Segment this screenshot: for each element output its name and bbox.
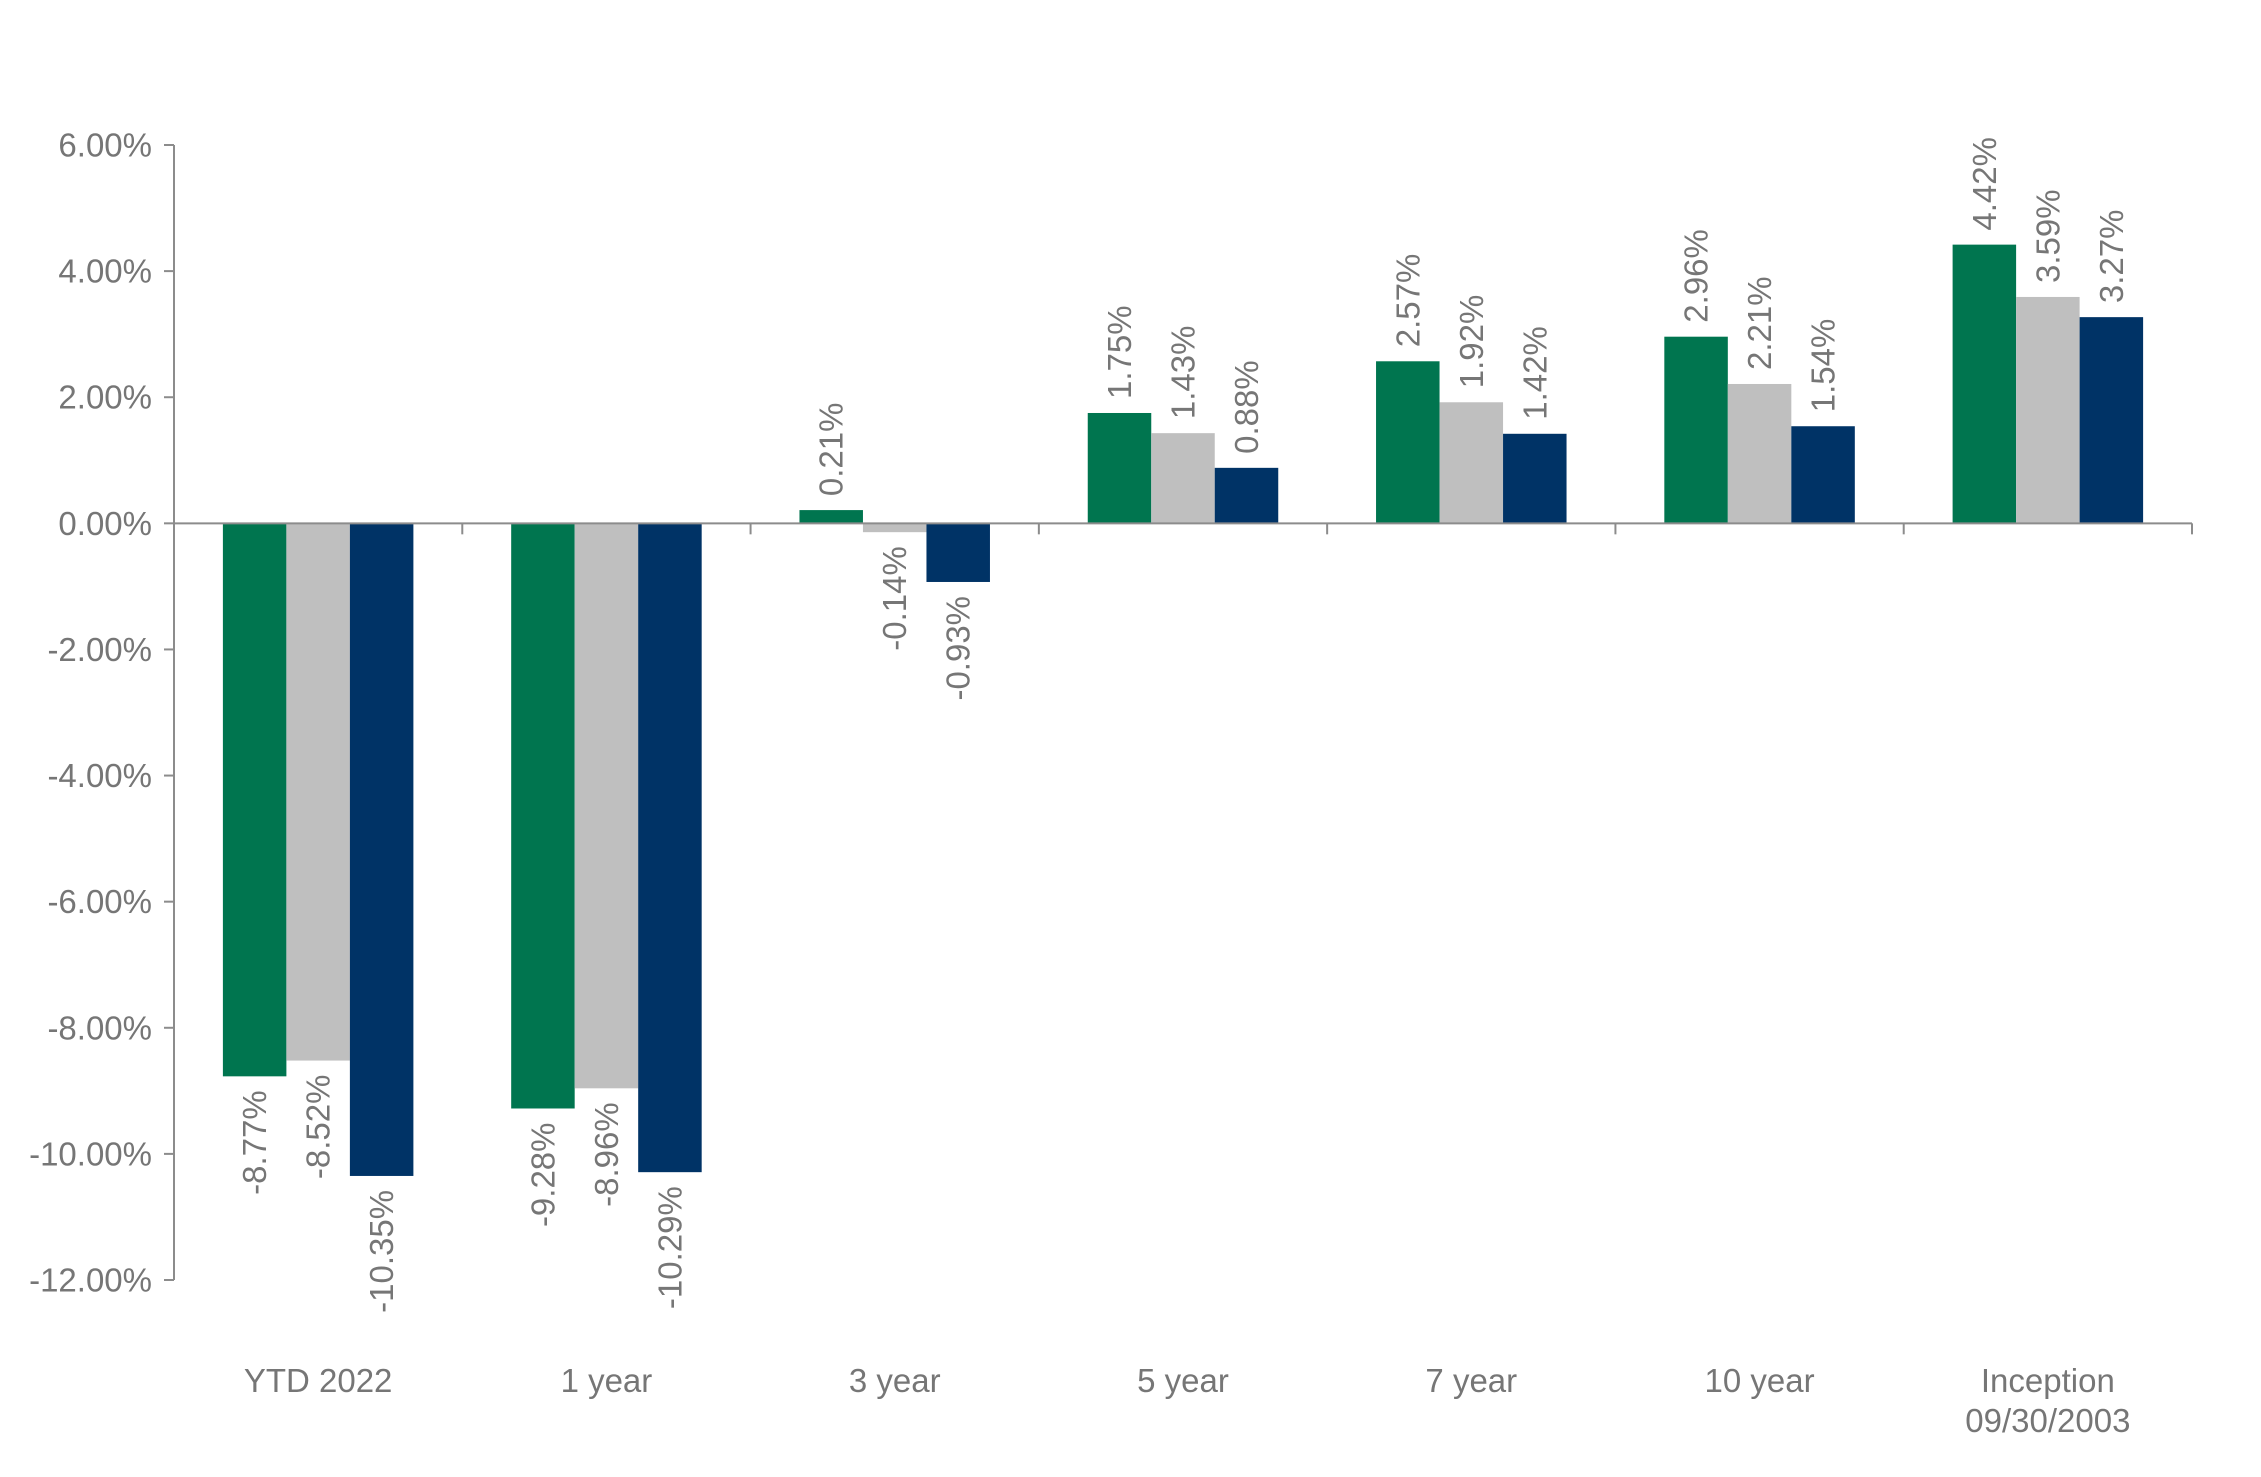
x-category-label-line: Inception bbox=[1981, 1362, 2115, 1399]
x-category-label-line: 1 year bbox=[561, 1362, 653, 1399]
x-category-label-4: 7 year bbox=[1425, 1362, 1517, 1399]
bar-series1-4 bbox=[1376, 361, 1440, 524]
bar-series1-6 bbox=[1952, 244, 2017, 524]
y-tick-label-6: -6.00% bbox=[47, 883, 152, 920]
y-tick-label-3: 0.00% bbox=[58, 505, 152, 542]
data-label-series1-1: -9.28% bbox=[524, 1122, 561, 1227]
data-label-series3-0: -10.35% bbox=[363, 1190, 400, 1313]
data-label-series3-6: 3.27% bbox=[2093, 210, 2130, 304]
bar-series3-4 bbox=[1503, 433, 1567, 524]
data-label-series1-5: 2.96% bbox=[1678, 229, 1715, 323]
data-label-series1-0: -8.77% bbox=[236, 1090, 273, 1195]
bar-series3-3 bbox=[1214, 467, 1279, 524]
bar-series2-2 bbox=[862, 523, 927, 533]
data-label-series3-4: 1.42% bbox=[1516, 326, 1553, 420]
data-label-series1-4: 2.57% bbox=[1389, 254, 1426, 348]
bar-series2-3 bbox=[1151, 433, 1215, 524]
x-category-label-line: 09/30/2003 bbox=[1965, 1402, 2130, 1439]
y-tick-label-9: -12.00% bbox=[29, 1262, 152, 1299]
y-tick-label-8: -10.00% bbox=[29, 1135, 152, 1172]
data-label-series1-6: 4.42% bbox=[1966, 137, 2003, 231]
bar-series1-1 bbox=[511, 523, 575, 1109]
x-category-label-line: 7 year bbox=[1425, 1362, 1517, 1399]
x-category-label-5: 10 year bbox=[1705, 1362, 1815, 1399]
bar-series2-0 bbox=[286, 523, 350, 1061]
x-category-label-line: YTD 2022 bbox=[244, 1362, 393, 1399]
data-label-series3-5: 1.54% bbox=[1805, 319, 1842, 413]
labels-layer: -8.77% -9.28% 0.21% 1.75% 2.57% 2.96% 4.42% -8.… bbox=[236, 137, 2130, 1439]
bar-series3-5 bbox=[1791, 426, 1855, 524]
x-category-label-1: 1 year bbox=[561, 1362, 653, 1399]
y-tick-label-7: -8.00% bbox=[47, 1009, 152, 1046]
y-tick-label-0: 6.00% bbox=[58, 127, 152, 164]
bar-series2-4 bbox=[1439, 402, 1504, 524]
bar-series1-0 bbox=[222, 523, 287, 1077]
x-category-label-line: 5 year bbox=[1137, 1362, 1229, 1399]
x-category-label-3: 5 year bbox=[1137, 1362, 1229, 1399]
data-label-series2-4: 1.92% bbox=[1453, 295, 1490, 389]
bar-series3-6 bbox=[2079, 317, 2144, 524]
bar-series3-0 bbox=[349, 523, 414, 1176]
bar-series2-1 bbox=[574, 523, 639, 1089]
x-category-label-6: Inception 09/30/2003 bbox=[1965, 1362, 2130, 1439]
y-tick-label-5: -4.00% bbox=[47, 757, 152, 794]
data-label-series3-3: 0.88% bbox=[1228, 360, 1265, 454]
bar-series2-6 bbox=[2016, 296, 2080, 524]
data-label-series2-5: 2.21% bbox=[1741, 276, 1778, 370]
bar-series3-1 bbox=[638, 523, 702, 1173]
data-label-series3-1: -10.29% bbox=[651, 1186, 688, 1309]
x-category-label-2: 3 year bbox=[849, 1362, 941, 1399]
bar-series1-2 bbox=[799, 510, 863, 524]
axes-layer: 6.00% 4.00% 2.00% 0.00% -2.00% -4.00% -6.00% -8… bbox=[29, 127, 2193, 1299]
bar-series2-5 bbox=[1727, 383, 1792, 524]
y-tick-label-4: -2.00% bbox=[47, 631, 152, 668]
y-tick-label-2: 2.00% bbox=[58, 379, 152, 416]
data-label-series2-1: -8.96% bbox=[588, 1102, 625, 1207]
data-label-series1-3: 1.75% bbox=[1101, 305, 1138, 399]
data-label-series1-2: 0.21% bbox=[813, 403, 850, 497]
bar-series1-5 bbox=[1664, 336, 1728, 524]
data-label-series2-6: 3.59% bbox=[2029, 189, 2066, 283]
bars-layer bbox=[222, 244, 2144, 1176]
data-label-series2-3: 1.43% bbox=[1165, 326, 1202, 420]
bar-series3-2 bbox=[926, 523, 990, 582]
x-category-label-line: 3 year bbox=[849, 1362, 941, 1399]
bar-series1-3 bbox=[1087, 412, 1152, 524]
x-category-label-line: 10 year bbox=[1705, 1362, 1815, 1399]
data-label-series3-2: -0.93% bbox=[940, 596, 977, 701]
data-label-series2-0: -8.52% bbox=[300, 1075, 337, 1180]
y-tick-label-1: 4.00% bbox=[58, 253, 152, 290]
x-category-label-0: YTD 2022 bbox=[244, 1362, 393, 1399]
data-label-series2-2: -0.14% bbox=[876, 546, 913, 651]
